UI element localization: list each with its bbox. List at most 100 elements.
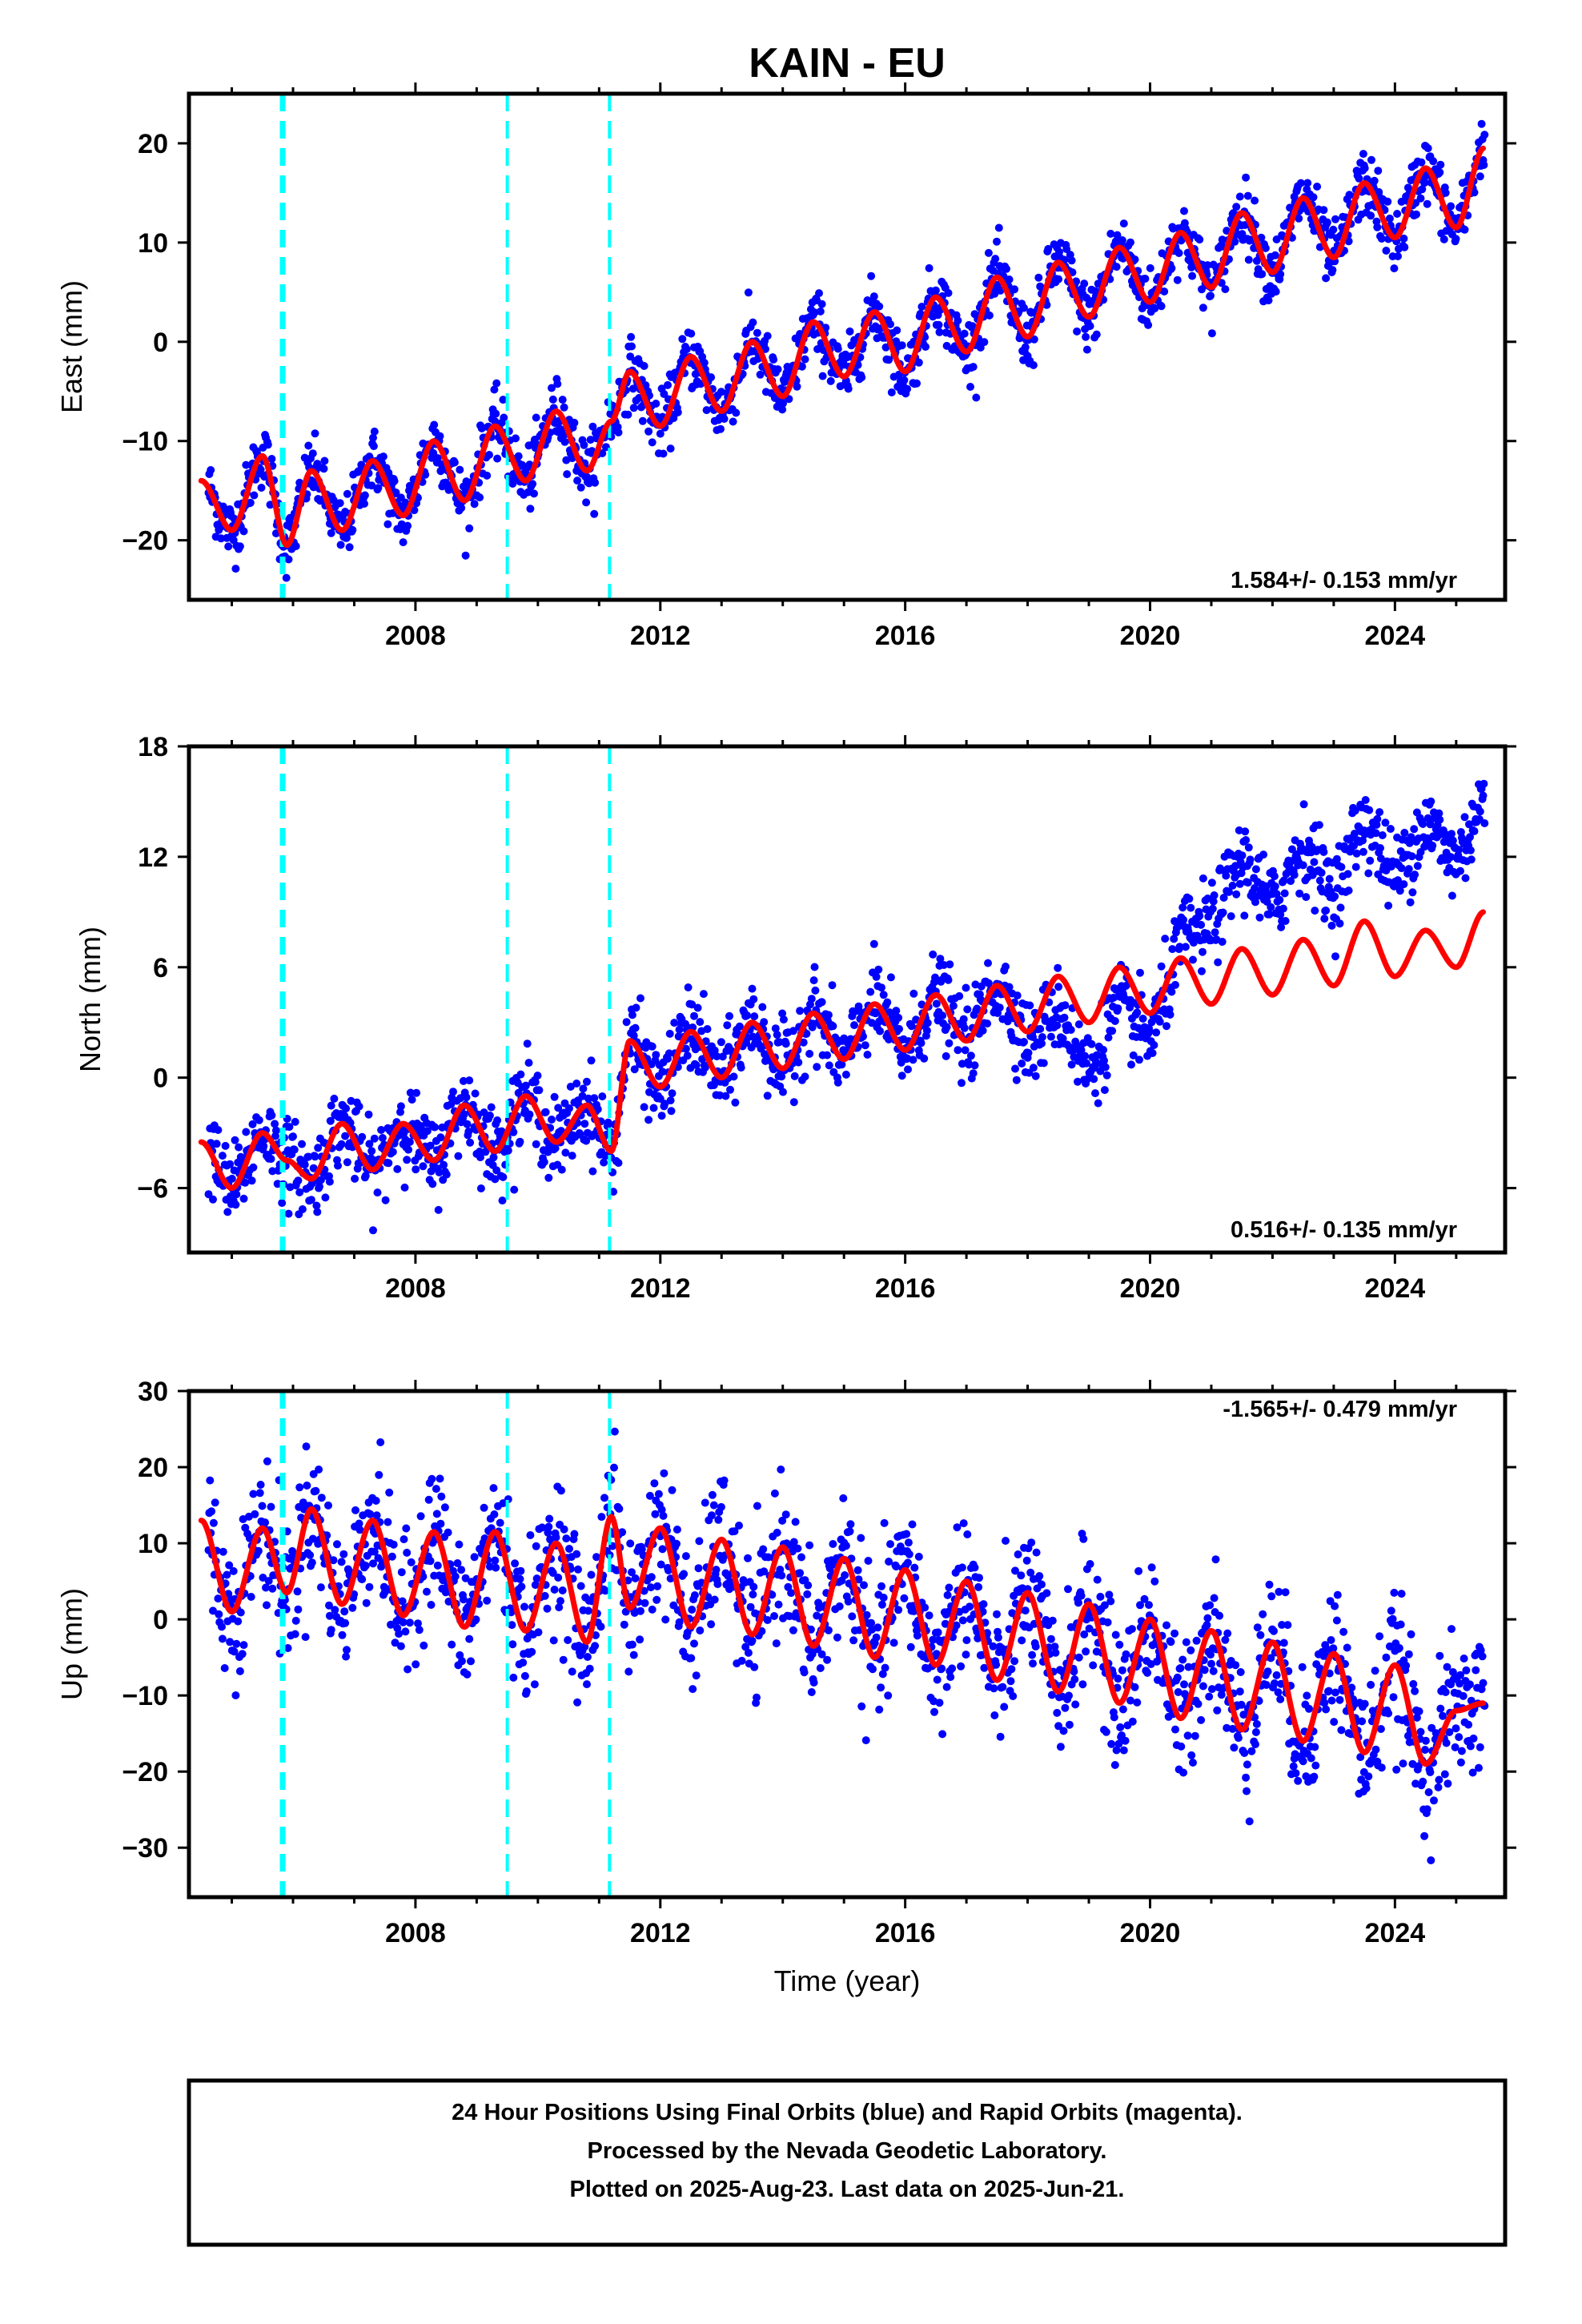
north-data-point bbox=[1384, 901, 1393, 910]
east-data-point bbox=[1271, 251, 1279, 259]
up-data-point bbox=[846, 1520, 855, 1529]
up-data-point bbox=[709, 1501, 718, 1510]
north-data-point bbox=[777, 1072, 786, 1081]
north-data-point bbox=[1018, 1059, 1026, 1068]
east-data-point bbox=[687, 329, 696, 338]
north-data-point bbox=[789, 1027, 797, 1035]
north-data-point bbox=[1178, 903, 1187, 912]
east-data-point bbox=[235, 542, 244, 551]
north-data-point bbox=[909, 1055, 917, 1064]
north-data-point bbox=[636, 994, 644, 1003]
up-data-point bbox=[848, 1612, 857, 1621]
up-data-point bbox=[966, 1602, 974, 1611]
east-data-point bbox=[1029, 361, 1038, 369]
north-data-point bbox=[813, 1063, 821, 1072]
up-data-point bbox=[712, 1566, 721, 1574]
up-data-point bbox=[631, 1574, 640, 1582]
north-data-point bbox=[587, 1056, 596, 1065]
north-data-point bbox=[789, 1098, 798, 1107]
up-data-point bbox=[749, 1590, 757, 1598]
north-data-point bbox=[355, 1102, 363, 1111]
east-data-point bbox=[801, 355, 809, 364]
up-data-point bbox=[749, 1582, 758, 1591]
up-data-point bbox=[264, 1577, 273, 1586]
east-y-tick-label: −10 bbox=[122, 427, 168, 457]
up-data-point bbox=[343, 1646, 351, 1655]
east-data-point bbox=[1367, 155, 1375, 164]
up-data-point bbox=[423, 1587, 431, 1596]
east-data-point bbox=[465, 524, 474, 533]
up-data-point bbox=[647, 1573, 656, 1582]
up-data-point bbox=[970, 1563, 979, 1572]
east-data-point bbox=[1207, 329, 1216, 338]
north-data-point bbox=[1238, 851, 1247, 860]
north-data-point bbox=[801, 1072, 809, 1081]
east-data-point bbox=[1480, 131, 1489, 139]
up-data-point bbox=[302, 1442, 311, 1451]
east-data-point bbox=[1144, 320, 1153, 329]
north-data-point bbox=[541, 1108, 550, 1116]
up-data-point bbox=[1082, 1647, 1090, 1656]
north-data-point bbox=[396, 1102, 405, 1111]
east-data-point bbox=[729, 417, 737, 426]
up-data-point bbox=[1186, 1646, 1195, 1655]
north-data-point bbox=[1228, 881, 1237, 890]
up-data-point bbox=[957, 1662, 966, 1671]
up-data-point bbox=[933, 1675, 942, 1684]
north-data-point bbox=[1352, 849, 1361, 858]
up-data-point bbox=[387, 1552, 396, 1561]
north-data-point bbox=[1104, 1033, 1113, 1042]
north-data-point bbox=[1102, 1071, 1111, 1080]
east-data-point bbox=[374, 484, 383, 493]
east-data-point bbox=[1174, 249, 1183, 257]
north-data-point bbox=[435, 1168, 444, 1176]
up-data-point bbox=[458, 1657, 466, 1666]
up-data-point bbox=[1192, 1636, 1201, 1645]
east-data-point bbox=[659, 449, 668, 458]
up-data-point bbox=[327, 1626, 335, 1634]
up-data-point bbox=[283, 1644, 292, 1652]
up-data-point bbox=[750, 1663, 759, 1671]
up-data-point bbox=[1116, 1723, 1125, 1731]
up-data-point bbox=[451, 1572, 460, 1581]
north-data-point bbox=[378, 1134, 387, 1142]
north-data-point bbox=[701, 1063, 709, 1072]
up-data-point bbox=[412, 1660, 420, 1669]
up-data-point bbox=[463, 1670, 472, 1679]
north-data-point bbox=[961, 1046, 970, 1055]
east-data-point bbox=[485, 451, 493, 459]
north-data-point bbox=[1100, 1056, 1108, 1065]
east-data-point bbox=[638, 416, 647, 425]
north-data-point bbox=[312, 1201, 321, 1210]
up-data-point bbox=[268, 1584, 277, 1593]
north-data-point bbox=[459, 1076, 468, 1085]
up-data-point bbox=[325, 1601, 333, 1610]
up-data-point bbox=[1199, 1682, 1207, 1691]
north-y-tick-label: −6 bbox=[137, 1174, 168, 1204]
east-data-point bbox=[1231, 237, 1239, 246]
east-data-point bbox=[893, 326, 901, 335]
up-data-point bbox=[491, 1556, 500, 1565]
up-data-point bbox=[530, 1680, 539, 1689]
up-data-point bbox=[291, 1630, 299, 1638]
north-x-tick-label: 2012 bbox=[630, 1273, 691, 1304]
north-data-point bbox=[1241, 827, 1250, 836]
north-data-point bbox=[309, 1164, 318, 1172]
north-data-point bbox=[1364, 869, 1373, 878]
north-data-point bbox=[426, 1141, 435, 1150]
up-data-point bbox=[457, 1566, 466, 1574]
east-data-point bbox=[903, 384, 912, 393]
north-data-point bbox=[381, 1196, 390, 1204]
up-data-point bbox=[315, 1466, 323, 1474]
east-data-point bbox=[925, 263, 934, 272]
north-data-point bbox=[492, 1166, 501, 1175]
east-data-point bbox=[345, 543, 354, 552]
north-data-point bbox=[622, 1018, 631, 1027]
north-data-point bbox=[963, 1005, 972, 1014]
up-data-point bbox=[565, 1545, 573, 1553]
north-data-point bbox=[1456, 866, 1464, 875]
up-data-point bbox=[385, 1488, 394, 1497]
north-data-point bbox=[962, 983, 970, 992]
north-data-point bbox=[227, 1174, 236, 1183]
up-data-point bbox=[564, 1636, 572, 1644]
